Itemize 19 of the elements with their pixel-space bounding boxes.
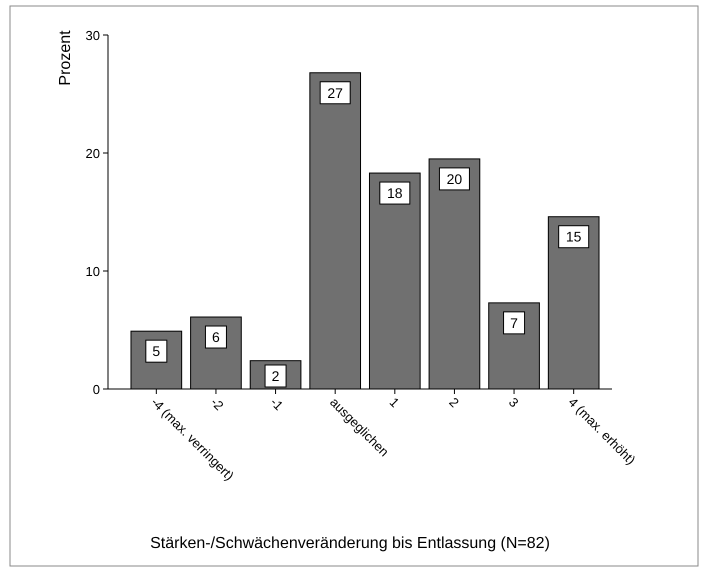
data-label: 20 xyxy=(446,170,462,187)
data-label: 6 xyxy=(212,329,220,346)
y-tick-label: 10 xyxy=(86,264,100,279)
data-label: 15 xyxy=(566,228,582,245)
data-label: 2 xyxy=(272,368,280,384)
y-tick-label: 0 xyxy=(92,382,100,397)
data-label: 5 xyxy=(152,343,160,360)
x-tick-label: -2 xyxy=(208,394,227,414)
x-tick-label: 2 xyxy=(446,394,462,410)
x-tick-label: 1 xyxy=(386,394,402,410)
data-label: 7 xyxy=(510,314,518,331)
x-tick-label: 3 xyxy=(506,394,522,410)
y-tick-label: 20 xyxy=(86,146,100,161)
data-label: 27 xyxy=(327,84,344,101)
y-tick-label: 30 xyxy=(86,28,100,43)
x-axis-title: Stärken-/Schwächenveränderung bis Entlassung (N=82) xyxy=(150,535,550,552)
y-axis-title: Prozent xyxy=(57,30,74,86)
x-tick-label: -1 xyxy=(267,394,286,414)
data-label: 18 xyxy=(387,185,403,202)
